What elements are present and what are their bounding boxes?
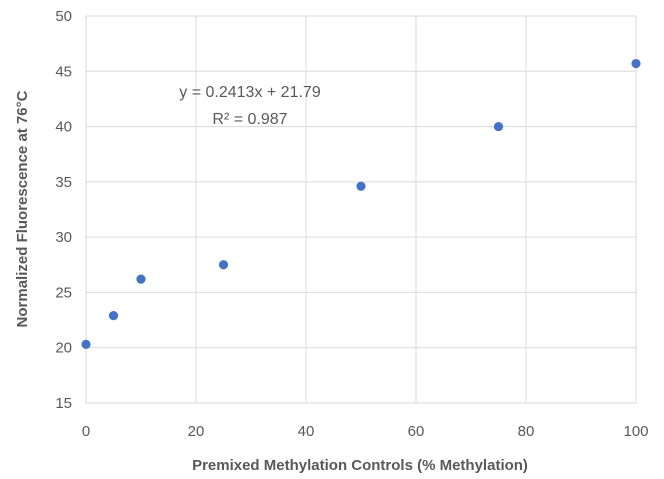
data-point	[218, 260, 229, 270]
y-tick-labels: 15 20 25 30 35 40 45 50	[55, 8, 72, 412]
y-tick-label: 15	[55, 395, 72, 412]
data-point	[81, 339, 91, 349]
y-tick-label: 20	[55, 340, 72, 357]
x-tick-label: 40	[298, 423, 315, 440]
y-tick-label: 50	[55, 8, 72, 25]
y-axis-title: Normalized Fluorescence at 76°C	[14, 90, 31, 327]
y-tick-label: 40	[55, 119, 72, 136]
data-point	[493, 121, 504, 132]
x-tick-label: 20	[188, 423, 205, 440]
x-tick-label: 80	[518, 423, 535, 440]
data-points	[81, 58, 641, 349]
x-tick-labels: 0 20 40 60 80 100	[82, 423, 649, 440]
y-tick-label: 25	[55, 284, 72, 301]
data-point	[356, 181, 366, 191]
trendline-r-squared: R² = 0.987	[212, 111, 287, 128]
y-tick-label: 35	[55, 174, 72, 191]
x-tick-label: 100	[623, 423, 648, 440]
data-point	[108, 311, 119, 321]
x-tick-label: 60	[408, 423, 425, 440]
grid-lines	[85, 15, 637, 404]
y-tick-label: 45	[55, 63, 72, 80]
y-tick-label: 30	[55, 229, 72, 246]
x-axis-title: Premixed Methylation Controls (% Methyla…	[192, 457, 528, 474]
x-tick-label: 0	[82, 423, 90, 440]
data-point	[136, 274, 146, 284]
trendline-equation: y = 0.2413x + 21.79	[179, 84, 321, 101]
data-point	[631, 58, 641, 69]
